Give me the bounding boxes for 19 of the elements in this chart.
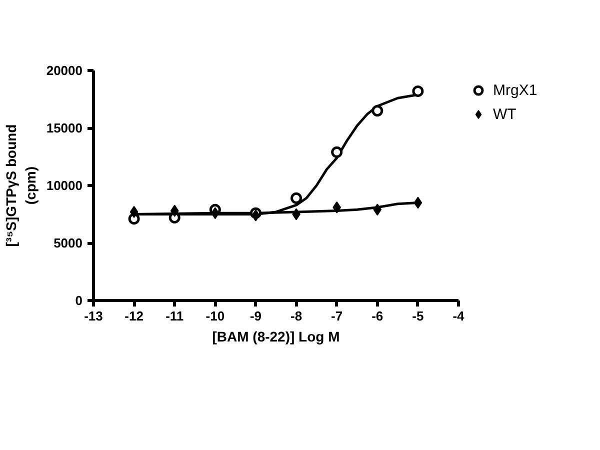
x-tick-label: -8 [290, 308, 302, 324]
legend-label: MrgX1 [493, 82, 538, 98]
y-tick-label: 15000 [46, 120, 83, 136]
x-tick-label: -5 [412, 308, 424, 324]
y-tick-label: 0 [75, 293, 83, 308]
x-tick-label: -7 [331, 308, 343, 324]
y-tick-label: 20000 [46, 63, 83, 78]
y-tick-label: 10000 [46, 178, 83, 193]
x-tick-label: -10 [206, 308, 225, 324]
x-tick-label: -9 [250, 308, 262, 324]
x-axis-title: [BAM (8-22)] Log M [212, 328, 340, 344]
x-tick-label: -4 [452, 308, 466, 324]
y-tick-label: 5000 [54, 236, 82, 250]
x-tick-label: -12 [124, 308, 144, 324]
x-tick-label: -13 [84, 308, 103, 324]
x-tick-label: -6 [372, 308, 384, 324]
x-tick-label: -11 [166, 308, 184, 324]
y-axis-title: [³⁵S]GTPγS bound (cpm) [3, 124, 38, 247]
legend-label: WT [493, 106, 516, 122]
